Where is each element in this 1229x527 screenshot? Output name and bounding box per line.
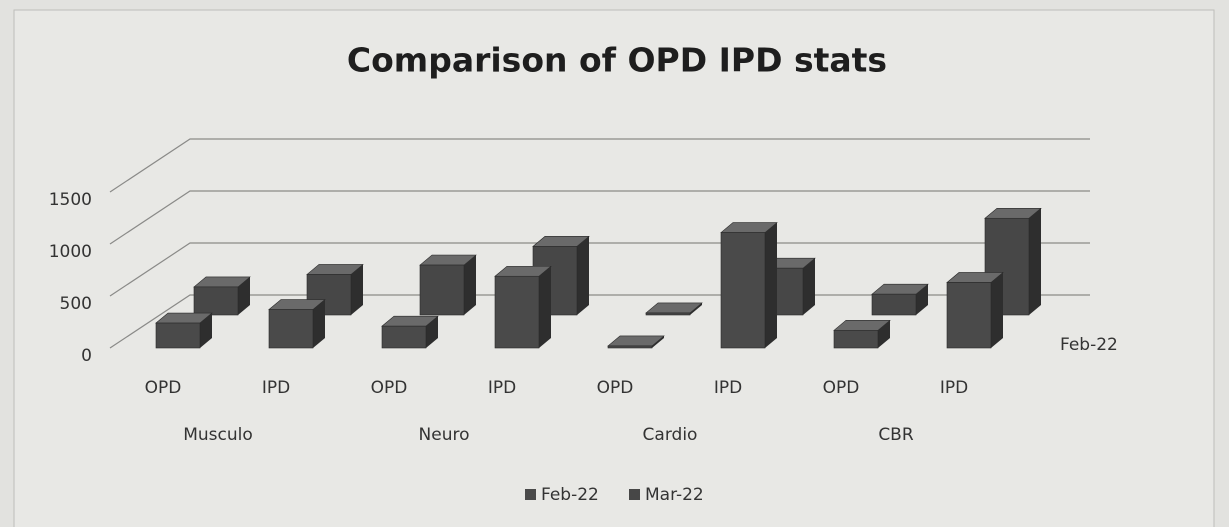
bar-side xyxy=(991,272,1003,348)
group-label: Musculo xyxy=(183,425,253,445)
x-tick-label: IPD xyxy=(488,378,516,398)
bar-side xyxy=(464,255,476,315)
bar-side xyxy=(1029,208,1041,315)
x-tick-label: OPD xyxy=(145,378,182,398)
bar xyxy=(381,325,427,349)
bar-side xyxy=(238,276,250,315)
y-tick-label: 1000 xyxy=(49,242,92,262)
y-tick-label: 0 xyxy=(81,346,92,366)
bar xyxy=(720,232,766,349)
bar xyxy=(193,286,239,316)
legend-label: Mar-22 xyxy=(645,485,704,505)
group-label: Neuro xyxy=(419,425,470,445)
x-tick-label: OPD xyxy=(823,378,860,398)
bar-side xyxy=(765,222,777,348)
depth-label: Feb-22 xyxy=(1060,335,1118,355)
legend-label: Feb-22 xyxy=(541,485,599,505)
bar-side xyxy=(577,236,589,315)
group-label: CBR xyxy=(878,425,914,445)
y-tick-label: 1500 xyxy=(49,190,92,210)
bar xyxy=(946,282,992,349)
legend-swatch xyxy=(525,489,536,500)
grid-line xyxy=(109,190,1090,245)
x-tick-label: IPD xyxy=(940,378,968,398)
group-label: Cardio xyxy=(643,425,698,445)
x-tick-label: OPD xyxy=(597,378,634,398)
bar-side xyxy=(652,335,664,348)
bar xyxy=(268,309,314,349)
y-tick-label: 500 xyxy=(60,294,92,314)
bar xyxy=(494,275,540,349)
legend-swatch xyxy=(629,489,640,500)
bar xyxy=(833,330,879,349)
bar-side xyxy=(690,302,702,315)
bar-side xyxy=(916,284,928,315)
bar-side xyxy=(351,264,363,315)
bar xyxy=(645,312,691,316)
bar xyxy=(419,264,465,316)
bar-side xyxy=(803,258,815,315)
x-tick-label: IPD xyxy=(714,378,742,398)
bar xyxy=(871,293,917,316)
x-tick-label: OPD xyxy=(371,378,408,398)
bar-side xyxy=(878,320,890,348)
grid-line xyxy=(109,138,1090,193)
chart-title: Comparison of OPD IPD stats xyxy=(347,41,887,80)
bar-side xyxy=(426,316,438,348)
grid-line xyxy=(109,242,1090,297)
bar xyxy=(607,345,653,349)
bar-side xyxy=(313,299,325,348)
x-tick-label: IPD xyxy=(262,378,290,398)
bar xyxy=(155,322,201,349)
bar-side xyxy=(200,313,212,348)
bar-side xyxy=(539,266,551,348)
